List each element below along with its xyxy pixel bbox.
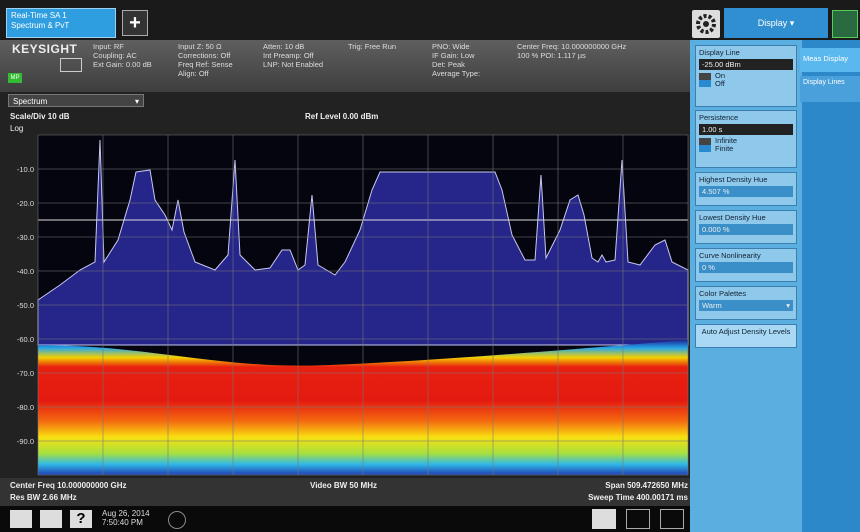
time: 7:50:40 PM bbox=[102, 518, 150, 527]
layout-button[interactable] bbox=[592, 509, 616, 529]
control-value: 0.000 % bbox=[699, 224, 793, 235]
zoom-button[interactable] bbox=[626, 509, 650, 529]
y-label: -10.0 bbox=[17, 165, 34, 174]
toggle-switch bbox=[699, 138, 711, 152]
help-button[interactable]: ? bbox=[70, 510, 92, 528]
folder-button[interactable] bbox=[40, 510, 62, 528]
sweep-time: Sweep Time 400.00171 ms bbox=[588, 493, 688, 502]
control-value: 4.507 % bbox=[699, 186, 793, 197]
control-label: Highest Density Hue bbox=[699, 175, 793, 184]
menu-dropdown[interactable]: Display ▾ bbox=[724, 8, 828, 38]
side-tabs bbox=[802, 40, 860, 532]
y-label: -80.0 bbox=[17, 403, 34, 412]
fullscreen-button[interactable] bbox=[660, 509, 684, 529]
span: Span 509.472650 MHz bbox=[605, 481, 688, 490]
control-label: Curve Nonlinearity bbox=[699, 251, 793, 260]
auto-adjust-button[interactable]: Auto Adjust Density Levels bbox=[695, 324, 797, 348]
date: Aug 26, 2014 bbox=[102, 509, 150, 518]
window-button[interactable] bbox=[832, 10, 858, 38]
analyzer-screen: Real-Time SA 1 Spectrum & PvT + Display … bbox=[0, 0, 860, 532]
palettes-control[interactable]: Color Palettes Warm▾ bbox=[695, 286, 797, 320]
control-value: -25.00 dBm bbox=[699, 59, 793, 70]
center-freq: Center Freq 10.000000000 GHz bbox=[10, 481, 127, 490]
y-label: -70.0 bbox=[17, 369, 34, 378]
side-tab[interactable]: Meas Display bbox=[800, 48, 860, 72]
control-label: Persistence bbox=[699, 113, 793, 122]
toggle-switch bbox=[699, 73, 711, 87]
y-labels: -10.0 -20.0 -30.0 -40.0 -50.0 -60.0 -70.0 -80.0… bbox=[17, 165, 34, 446]
start-button[interactable] bbox=[10, 510, 32, 528]
toggle-off: Off bbox=[715, 80, 725, 88]
curve-control[interactable]: Curve Nonlinearity 0 % bbox=[695, 248, 797, 282]
palette-name: Warm bbox=[702, 301, 722, 310]
control-value: Warm▾ bbox=[699, 300, 793, 311]
y-label: -40.0 bbox=[17, 267, 34, 276]
control-label: Lowest Density Hue bbox=[699, 213, 793, 222]
video-bw: Video BW 50 MHz bbox=[310, 481, 377, 490]
y-label: -30.0 bbox=[17, 233, 34, 242]
y-label: -60.0 bbox=[17, 335, 34, 344]
res-bw: Res BW 2.66 MHz bbox=[10, 493, 77, 502]
clock: Aug 26, 2014 7:50:40 PM bbox=[102, 509, 150, 527]
y-label: -50.0 bbox=[17, 301, 34, 310]
highest-density-control[interactable]: Highest Density Hue 4.507 % bbox=[695, 172, 797, 206]
spectrum-display: -10.0 -20.0 -30.0 -40.0 -50.0 -60.0 -70.0 -80.0… bbox=[0, 0, 690, 480]
side-tab[interactable]: Display Lines bbox=[800, 76, 860, 102]
more-button[interactable] bbox=[168, 511, 186, 529]
menu-label: Display bbox=[758, 18, 788, 28]
control-label: Display Line bbox=[699, 48, 793, 57]
toggle-off: Finite bbox=[715, 145, 737, 153]
y-label: -20.0 bbox=[17, 199, 34, 208]
gear-icon bbox=[692, 10, 720, 38]
y-label: -90.0 bbox=[17, 437, 34, 446]
control-value: 0 % bbox=[699, 262, 793, 273]
settings-button[interactable] bbox=[692, 10, 720, 38]
control-label: Color Palettes bbox=[699, 289, 793, 298]
lowest-density-control[interactable]: Lowest Density Hue 0.000 % bbox=[695, 210, 797, 244]
control-value: 1.00 s bbox=[699, 124, 793, 135]
